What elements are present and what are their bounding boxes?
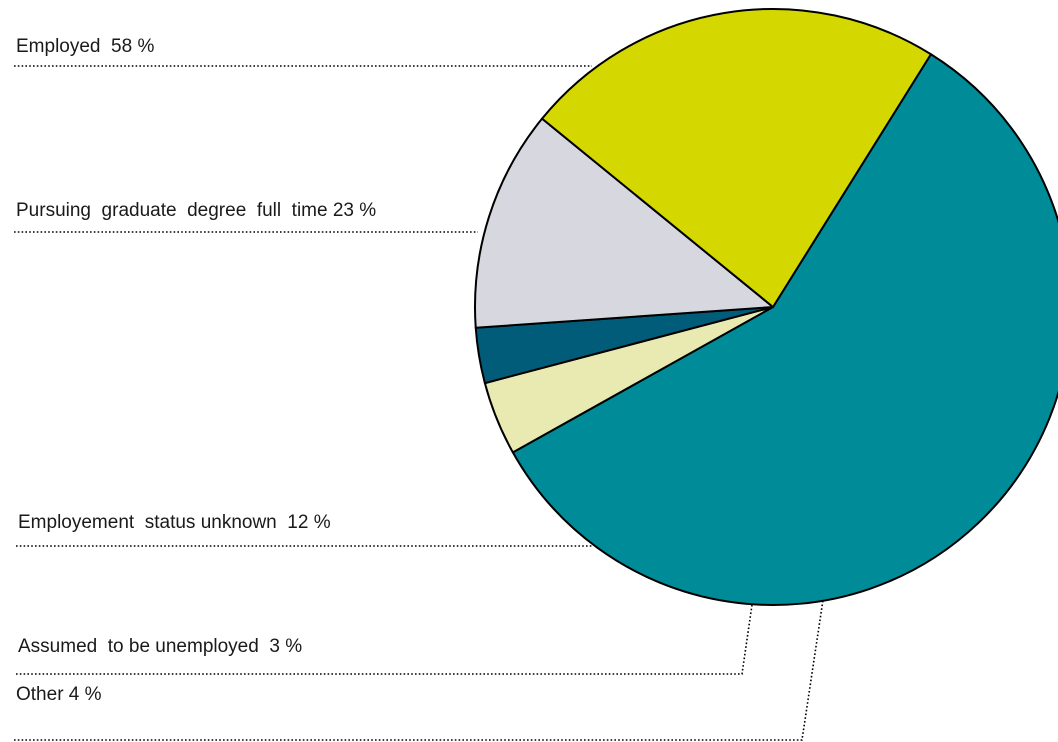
leader-lines [14,65,824,741]
pie-slice-pursuing-graduate-degree-full-time [541,8,932,308]
label-other: Other 4 % [16,684,102,705]
label-assumed-to-be-unemployed: Assumed to be unemployed 3 % [18,636,302,657]
label-employed: Employed 58 % [16,36,154,57]
leader-line-other [14,599,824,741]
pie-slice-employement-status-unknown [474,117,774,329]
pie-slice-employed [511,53,1058,606]
leader-line-assumed-to-be-unemployed [16,604,753,675]
label-employement-status-unknown: Employement status unknown 12 % [18,512,331,533]
slice-labels: Employed 58 % Other 4 % Assumed to be unem… [16,36,376,705]
label-pursuing-graduate-degree-full-time: Pursuing graduate degree full time 23 % [16,200,376,221]
pie-slices [474,8,1058,606]
